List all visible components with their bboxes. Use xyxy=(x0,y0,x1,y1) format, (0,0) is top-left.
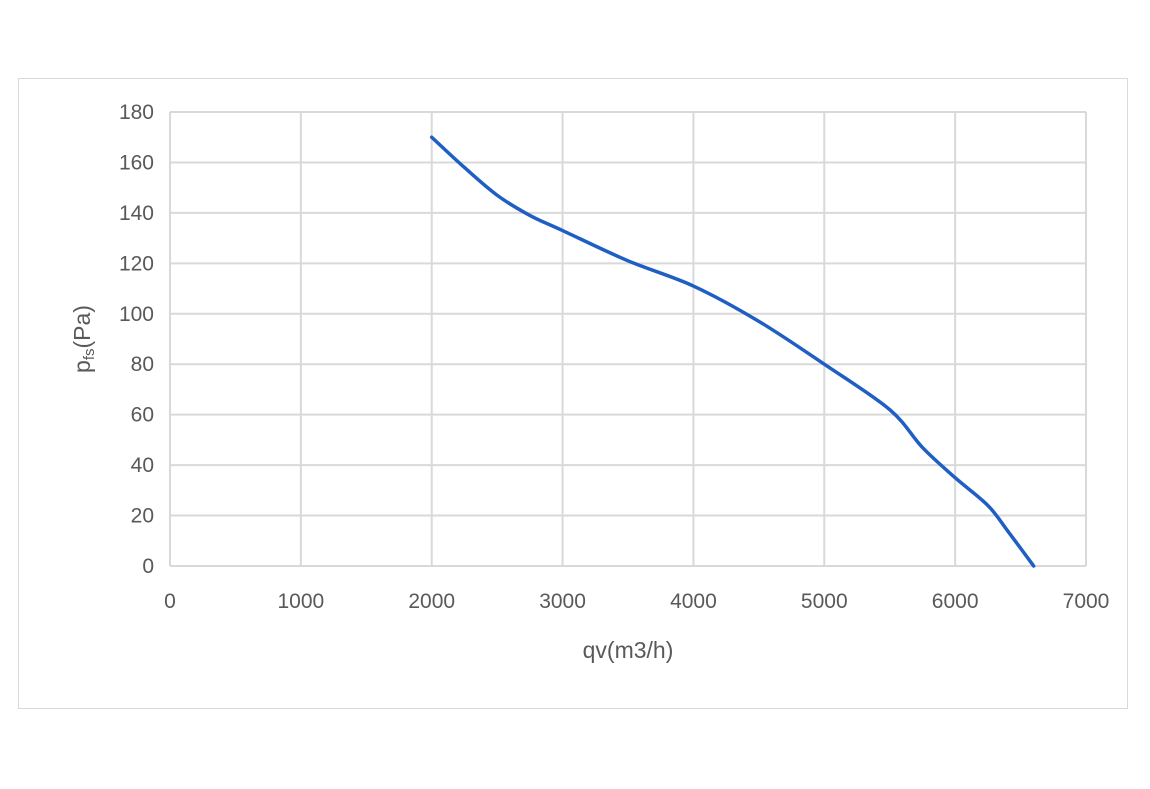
x-tick-label: 0 xyxy=(164,590,176,613)
y-tick-label: 180 xyxy=(119,101,154,124)
y-tick-label: 120 xyxy=(119,252,154,275)
x-axis-label: qv(m3/h) xyxy=(583,637,674,663)
y-tick-label: 80 xyxy=(131,353,154,376)
y-label-unit: (Pa) xyxy=(69,305,95,348)
tick-labels: 0 20 40 60 80 100 120 140 160 180 0 1000 2000 3000 400… xyxy=(119,101,1109,613)
y-tick-label: 100 xyxy=(119,303,154,326)
x-tick-label: 7000 xyxy=(1063,590,1110,613)
gridlines xyxy=(169,111,1087,567)
series-line xyxy=(429,135,1036,568)
y-tick-label: 160 xyxy=(119,151,154,174)
y-tick-label: 140 xyxy=(119,202,154,225)
x-tick-label: 6000 xyxy=(932,590,979,613)
x-tick-label: 1000 xyxy=(277,590,324,613)
y-tick-label: 0 xyxy=(142,555,154,578)
y-tick-label: 20 xyxy=(131,505,154,528)
x-tick-label: 3000 xyxy=(539,590,586,613)
y-tick-label: 60 xyxy=(131,404,154,427)
x-tick-label: 4000 xyxy=(670,590,717,613)
y-axis-label: pfs(Pa) xyxy=(69,305,98,373)
y-label-main: p xyxy=(69,360,95,373)
x-tick-label: 5000 xyxy=(801,590,848,613)
chart-frame xyxy=(18,78,1128,709)
y-tick-label: 40 xyxy=(131,454,154,477)
series-layer xyxy=(429,135,1036,568)
y-label-subscript: fs xyxy=(81,348,98,360)
x-tick-label: 2000 xyxy=(408,590,455,613)
